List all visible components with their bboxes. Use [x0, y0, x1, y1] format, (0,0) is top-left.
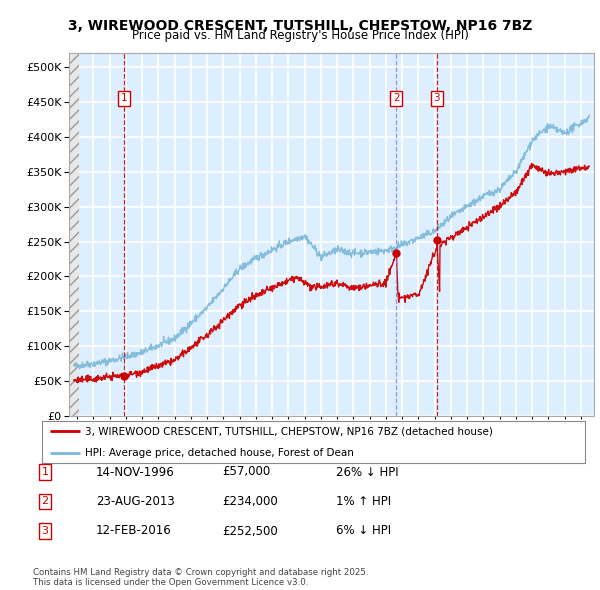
Text: 1% ↑ HPI: 1% ↑ HPI: [336, 495, 391, 508]
Text: 14-NOV-1996: 14-NOV-1996: [96, 466, 175, 478]
Text: 3: 3: [41, 526, 49, 536]
Text: £57,000: £57,000: [222, 466, 270, 478]
Text: 12-FEB-2016: 12-FEB-2016: [96, 525, 172, 537]
FancyBboxPatch shape: [42, 421, 585, 463]
Text: 3, WIREWOOD CRESCENT, TUTSHILL, CHEPSTOW, NP16 7BZ (detached house): 3, WIREWOOD CRESCENT, TUTSHILL, CHEPSTOW…: [85, 427, 493, 436]
Text: £234,000: £234,000: [222, 495, 278, 508]
Text: HPI: Average price, detached house, Forest of Dean: HPI: Average price, detached house, Fore…: [85, 448, 355, 457]
Text: 3: 3: [433, 93, 440, 103]
Text: 6% ↓ HPI: 6% ↓ HPI: [336, 525, 391, 537]
Text: 26% ↓ HPI: 26% ↓ HPI: [336, 466, 398, 478]
Text: £252,500: £252,500: [222, 525, 278, 537]
Text: 3, WIREWOOD CRESCENT, TUTSHILL, CHEPSTOW, NP16 7BZ: 3, WIREWOOD CRESCENT, TUTSHILL, CHEPSTOW…: [68, 19, 532, 33]
Text: 1: 1: [41, 467, 49, 477]
Text: 2: 2: [393, 93, 400, 103]
Text: 1: 1: [121, 93, 127, 103]
Text: 2: 2: [41, 497, 49, 506]
Bar: [69, 53, 79, 416]
Text: 23-AUG-2013: 23-AUG-2013: [96, 495, 175, 508]
Text: Contains HM Land Registry data © Crown copyright and database right 2025.
This d: Contains HM Land Registry data © Crown c…: [33, 568, 368, 587]
Text: Price paid vs. HM Land Registry's House Price Index (HPI): Price paid vs. HM Land Registry's House …: [131, 30, 469, 42]
